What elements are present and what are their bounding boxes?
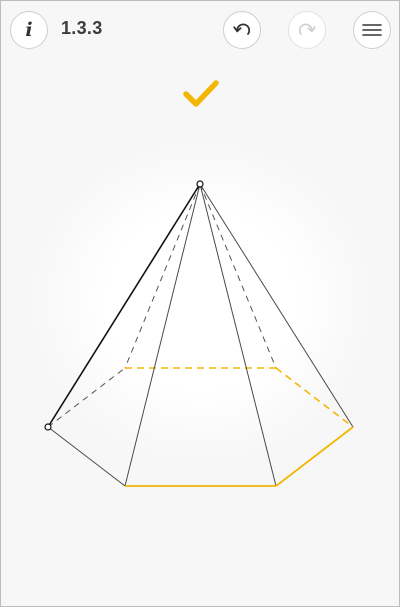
highlighted-hidden-base-edge [275, 367, 354, 428]
menu-button[interactable] [353, 11, 391, 49]
highlighted-base-edge [275, 426, 354, 487]
lateral-edge [124, 183, 201, 487]
hidden-lateral-edge [199, 183, 277, 369]
constructed-edge [47, 183, 201, 428]
lateral-edge [199, 183, 277, 487]
undo-icon [233, 23, 251, 35]
undo-button[interactable] [223, 11, 261, 49]
checkmark-icon [183, 80, 219, 107]
redo-icon [298, 23, 316, 35]
base-edge [47, 426, 126, 487]
redo-button[interactable] [288, 11, 326, 49]
hidden-lateral-edge [124, 183, 201, 369]
lateral-edge [199, 183, 354, 428]
info-button[interactable]: i [10, 11, 48, 49]
info-icon: i [25, 18, 33, 41]
hamburger-menu-icon [362, 24, 382, 36]
apex-point[interactable] [196, 180, 204, 188]
level-label: 1.3.3 [61, 18, 103, 38]
hidden-base-edge [47, 367, 126, 428]
base-vertex-point[interactable] [44, 423, 52, 431]
